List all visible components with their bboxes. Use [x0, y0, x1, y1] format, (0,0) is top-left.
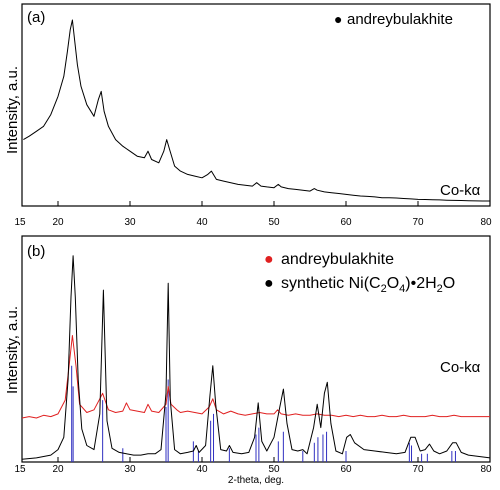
panel-a-y-axis-label: Intensity, a.u.	[4, 66, 21, 154]
panel-b-x-axis-label: 2-theta, deg.	[228, 475, 284, 486]
x-tick-label: 80	[480, 217, 492, 228]
x-tick-label: 20	[52, 217, 64, 228]
panel-a-series	[23, 19, 490, 202]
formula-part: O	[443, 275, 455, 292]
panel-b-reference-lines	[71, 365, 456, 462]
series-line-1	[23, 19, 490, 202]
formula-subscript: 2	[381, 283, 387, 295]
x-tick-label: 50	[268, 217, 280, 228]
panel-a-label: (a)	[27, 9, 45, 26]
series-line-1	[21, 335, 490, 419]
panel-b-label: (b)	[27, 243, 45, 260]
x-tick-label: 20	[52, 464, 64, 475]
formula-part: )•2H	[405, 275, 436, 292]
panel-b: (b) ● andreybulakhite ● synthetic Ni(C2O…	[4, 235, 492, 486]
x-tick-label: 40	[196, 217, 208, 228]
x-tick-label: 60	[340, 217, 352, 228]
panel-a-legend-marker: ●	[334, 11, 342, 27]
panel-b-legend-marker-1: ●	[264, 251, 274, 268]
series-line-2	[21, 255, 491, 460]
panel-a-plot-frame	[21, 3, 491, 207]
x-tick-label: 40	[196, 464, 208, 475]
panel-a-legend-label: andreybulakhite	[347, 11, 453, 28]
x-tick-label: 50	[268, 464, 280, 475]
panel-b-legend-label-1: andreybulakhite	[281, 251, 394, 268]
formula-subscript: 4	[399, 283, 405, 295]
panel-b-y-axis-label: Intensity, a.u.	[4, 306, 21, 394]
panel-a-x-ticks: 15 20 30 40 50 60 70 80	[14, 201, 492, 228]
panel-b-legend-marker-2: ●	[264, 275, 274, 292]
panel-b-series	[21, 255, 491, 460]
x-tick-label: 15	[14, 217, 26, 228]
x-tick-label: 70	[412, 217, 424, 228]
x-tick-label: 70	[412, 464, 424, 475]
formula-part: O	[387, 275, 399, 292]
x-tick-label: 60	[340, 464, 352, 475]
x-tick-label: 30	[124, 217, 136, 228]
panel-a: (a) ● andreybulakhite Co-kα Intensity, a…	[4, 3, 492, 228]
formula-part: synthetic Ni(C	[281, 275, 381, 292]
panel-b-x-ticks: 15 20 30 40 50 60 70 80	[14, 457, 492, 475]
panel-a-radiation-label: Co-kα	[440, 182, 481, 199]
panel-b-radiation-label: Co-kα	[440, 359, 481, 376]
x-tick-label: 80	[480, 464, 492, 475]
x-tick-label: 30	[124, 464, 136, 475]
x-tick-label: 15	[14, 464, 26, 475]
panel-b-legend-label-2: synthetic Ni(C2O4)•2H2O	[281, 275, 455, 295]
formula-subscript: 2	[437, 283, 443, 295]
